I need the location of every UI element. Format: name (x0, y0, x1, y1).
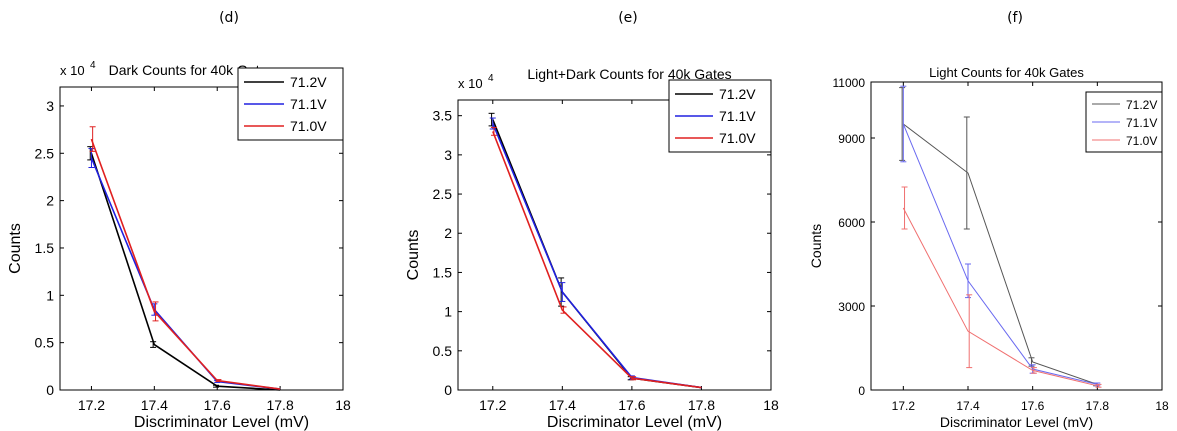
series-line-71.0V (492, 131, 702, 389)
series-line-71.1V (902, 123, 1098, 385)
legend-label: 71.2V (290, 74, 327, 90)
y-tick-label: 0.5 (433, 343, 453, 359)
y-multiplier: x 10 (458, 76, 483, 91)
x-tick-label: 17.4 (549, 397, 576, 413)
y-tick-label: 0 (444, 382, 452, 398)
chart-panel-f: (f) Light Counts for 40k Gates 17.2 17.4 17.… (808, 10, 1169, 430)
y-tick-label: 1 (46, 287, 54, 303)
legend: 71.2V 71.1V 71.0V (668, 79, 772, 153)
legend-label: 71.0V (719, 130, 756, 146)
y-tick-label: 3 (46, 98, 54, 114)
x-tick-label: 18 (1155, 399, 1169, 413)
y-tick-label: 2 (46, 193, 54, 209)
y-tick-label: 0 (46, 382, 54, 398)
legend-label: 71.2V (1126, 98, 1157, 112)
y-tick-label: 2.5 (35, 145, 55, 161)
legend: 71.2V 71.1V 71.0V (237, 67, 344, 141)
y-tick-label: 3 (444, 147, 452, 163)
y-tick-label: 1 (444, 304, 452, 320)
legend-label: 71.2V (719, 86, 756, 102)
x-tick-label: 17.4 (956, 399, 980, 413)
series-line-71.2V (902, 123, 1098, 385)
y-tick-label: 0.5 (35, 335, 55, 351)
legend-label: 71.1V (719, 108, 756, 124)
x-tick-label: 18 (763, 397, 779, 413)
x-tick-label: 17.8 (688, 397, 715, 413)
panel-label: (f) (1007, 10, 1023, 26)
y-tick-label: 3.5 (433, 108, 453, 124)
legend-label: 71.1V (1126, 116, 1157, 130)
panel-label: (d) (219, 10, 239, 26)
chart-title: Light Counts for 40k Gates (929, 65, 1084, 80)
series-line-71.0V (90, 138, 281, 390)
y-tick-label: 1.5 (35, 240, 55, 256)
series-line-71.2V (90, 153, 281, 391)
legend: 71.2V 71.1V 71.0V (1085, 91, 1163, 153)
plot-area (457, 99, 772, 391)
x-tick-label: 17.8 (1086, 399, 1110, 413)
chart-title: Dark Counts for 40k Gates (109, 62, 275, 78)
y-tick-label: 6000 (838, 216, 865, 230)
x-tick-label: 18 (335, 397, 351, 413)
y-tick-label: 9000 (838, 132, 865, 146)
y-tick-label: 2 (444, 225, 452, 241)
x-axis-label: Discriminator Level (mV) (940, 414, 1093, 430)
series-line-71.0V (902, 207, 1098, 387)
plot-area (870, 81, 1163, 391)
x-tick-label: 17.8 (266, 397, 293, 413)
series-line-71.1V (492, 123, 702, 389)
x-tick-label: 17.6 (618, 397, 645, 413)
y-multiplier: x 10 (60, 63, 85, 78)
plot-area (59, 86, 344, 391)
x-tick-label: 17.6 (1021, 399, 1045, 413)
x-axis-label: Discriminator Level (mV) (134, 414, 309, 431)
x-tick-label: 17.2 (892, 399, 916, 413)
x-tick-label: 17.6 (204, 397, 231, 413)
x-tick-label: 17.4 (141, 397, 168, 413)
x-axis-label: Discriminator Level (mV) (547, 414, 722, 431)
y-tick-label: 2.5 (433, 186, 453, 202)
y-exponent: 4 (90, 60, 96, 71)
panel-label: (e) (618, 10, 638, 26)
chart-title: Light+Dark Counts for 40k Gates (527, 66, 731, 82)
y-tick-label: 11000 (833, 76, 866, 90)
series-line-71.1V (90, 157, 281, 390)
legend-label: 71.1V (290, 96, 327, 112)
y-axis-label: Counts (405, 230, 422, 281)
y-tick-label: 1.5 (433, 264, 453, 280)
legend-label: 71.0V (290, 118, 327, 134)
y-tick-label: 3000 (838, 300, 865, 314)
chart-panel-d: (d) Dark Counts for 40k Gates 17.2 17.4 17.6… (7, 10, 351, 431)
series-line-71.2V (492, 119, 702, 389)
legend-label: 71.0V (1126, 134, 1157, 148)
y-axis-label: Counts (7, 223, 24, 274)
y-exponent: 4 (488, 73, 494, 84)
x-tick-label: 17.2 (78, 397, 105, 413)
y-axis-label: Counts (808, 224, 824, 268)
x-tick-label: 17.2 (479, 397, 506, 413)
y-tick-label: 0 (858, 384, 865, 398)
